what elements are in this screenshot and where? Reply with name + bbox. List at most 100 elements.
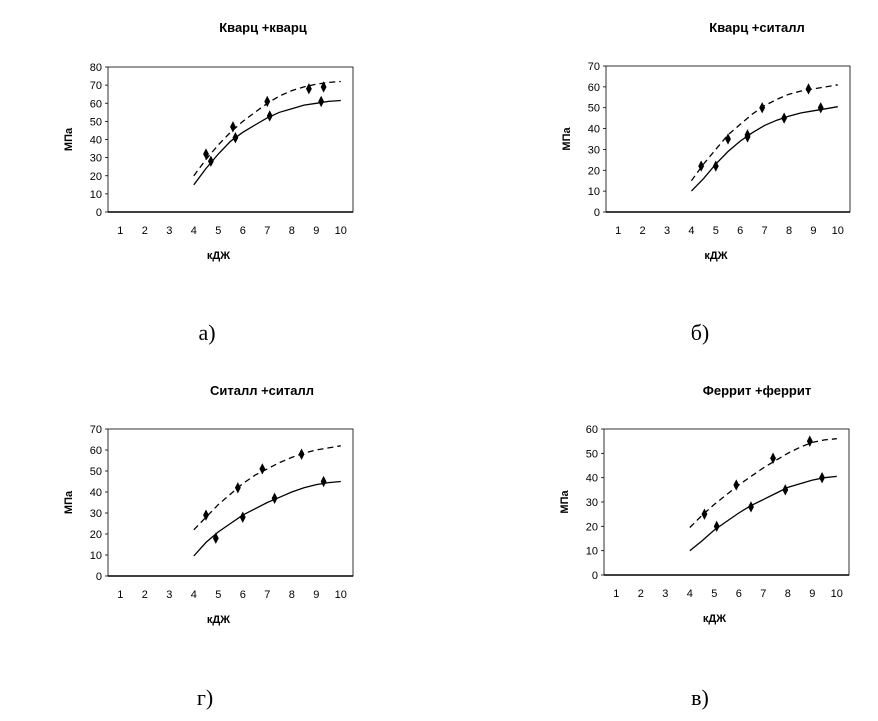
chart-3: Феррит +феррит 0 10 20 30 40 50 60 1 2 3 4 5 6 7 8 9 10 кД…: [559, 383, 850, 710]
y-tick-label: 60: [90, 98, 102, 110]
x-tick-label: 1: [615, 225, 621, 237]
x-tick-label: 10: [335, 589, 347, 601]
chart-title: Ситалл +ситалл: [210, 383, 314, 398]
data-point: [782, 484, 789, 496]
x-tick-label: 2: [638, 588, 644, 600]
x-axis-label: кДЖ: [703, 613, 726, 625]
data-point: [817, 102, 824, 114]
y-tick-label: 40: [90, 487, 102, 499]
data-point: [212, 532, 219, 544]
data-point: [781, 112, 788, 124]
x-axis-label: кДЖ: [207, 250, 230, 262]
y-axis-label: МПа: [63, 490, 75, 514]
data-point: [203, 148, 209, 160]
y-tick-label: 50: [90, 466, 102, 478]
x-tick-label: 8: [785, 588, 791, 600]
x-tick-label: 5: [215, 225, 221, 237]
x-tick-label: 6: [737, 225, 743, 237]
x-tick-label: 4: [687, 588, 693, 600]
plot-frame: [603, 428, 850, 576]
series-line-solid: [690, 106, 838, 192]
data-point: [266, 110, 273, 122]
chart-1: Кварц +ситалл 0 10 20 30 40 50 60 70 1 2 3 4 5 6 7 8 9 10 к…: [561, 20, 851, 345]
x-tick-label: 5: [713, 225, 719, 237]
x-tick-label: 3: [166, 225, 172, 237]
x-tick-label: 6: [240, 225, 246, 237]
data-point: [298, 448, 305, 460]
y-axis-label: МПа: [63, 127, 75, 151]
chart-title: Кварц +кварц: [219, 20, 307, 35]
y-tick-label: 60: [588, 82, 600, 94]
data-point: [259, 463, 266, 475]
data-point: [748, 501, 754, 513]
data-point: [725, 133, 731, 145]
chart-title: Кварц +ситалл: [709, 20, 804, 35]
y-tick-label: 30: [90, 508, 102, 520]
data-point: [230, 121, 236, 133]
x-tick-label: 1: [117, 225, 123, 237]
y-tick-label: 10: [90, 550, 102, 562]
chart-caption: а): [198, 320, 215, 345]
x-tick-label: 6: [240, 589, 246, 601]
x-tick-label: 10: [335, 225, 347, 237]
y-tick-label: 30: [586, 497, 598, 509]
x-tick-label: 2: [142, 225, 148, 237]
y-tick-label: 20: [90, 171, 102, 183]
y-tick-label: 0: [592, 570, 598, 582]
x-tick-label: 6: [736, 588, 742, 600]
data-point: [805, 83, 812, 95]
x-tick-label: 5: [215, 589, 221, 601]
x-tick-label: 2: [640, 225, 646, 237]
data-point: [806, 435, 813, 447]
y-tick-label: 50: [90, 116, 102, 128]
data-point: [320, 475, 327, 488]
series-line-dashed: [193, 80, 341, 177]
series-line-solid: [689, 475, 837, 552]
x-tick-label: 10: [831, 588, 843, 600]
y-tick-label: 70: [588, 61, 600, 73]
plot-frame: [107, 428, 354, 577]
x-tick-label: 9: [810, 225, 816, 237]
series-line-dashed: [193, 445, 341, 531]
series-line-solid: [193, 99, 341, 186]
data-point: [264, 95, 271, 108]
data-point: [203, 509, 209, 521]
data-point: [698, 160, 705, 172]
data-point: [701, 508, 708, 520]
chart-0: Кварц +кварц 0 10 20 30 40 50 60 70 80 1 2 3 4 5 6 7 8 9 10…: [63, 20, 354, 345]
plot-frame: [107, 66, 354, 213]
y-tick-label: 40: [90, 135, 102, 147]
y-axis-label: МПа: [561, 127, 573, 151]
x-tick-label: 7: [760, 588, 766, 600]
data-point: [733, 479, 740, 491]
y-tick-label: 50: [588, 103, 600, 115]
series-line-solid: [193, 480, 341, 557]
x-tick-label: 3: [662, 588, 668, 600]
x-tick-label: 4: [191, 225, 197, 237]
x-tick-label: 9: [809, 588, 815, 600]
data-point: [770, 452, 776, 464]
x-tick-label: 1: [613, 588, 619, 600]
data-point: [234, 482, 241, 494]
x-axis-label: кДЖ: [207, 614, 230, 626]
y-tick-label: 10: [588, 186, 600, 198]
x-tick-label: 4: [191, 589, 197, 601]
y-tick-label: 0: [96, 571, 102, 583]
y-axis-label: МПа: [559, 490, 571, 514]
series-line-dashed: [690, 84, 838, 182]
data-point: [232, 132, 239, 144]
data-point: [271, 492, 278, 504]
y-tick-label: 50: [586, 448, 598, 460]
y-tick-label: 20: [586, 521, 598, 533]
y-tick-label: 70: [90, 424, 102, 436]
x-tick-label: 8: [289, 589, 295, 601]
x-tick-label: 3: [664, 225, 670, 237]
y-tick-label: 0: [594, 207, 600, 219]
x-tick-label: 4: [688, 225, 694, 237]
chart-caption: г): [197, 685, 213, 710]
x-tick-label: 1: [117, 589, 123, 601]
y-tick-label: 20: [90, 529, 102, 541]
data-point: [207, 155, 214, 167]
x-tick-label: 9: [313, 589, 319, 601]
series-line-dashed: [689, 438, 837, 528]
